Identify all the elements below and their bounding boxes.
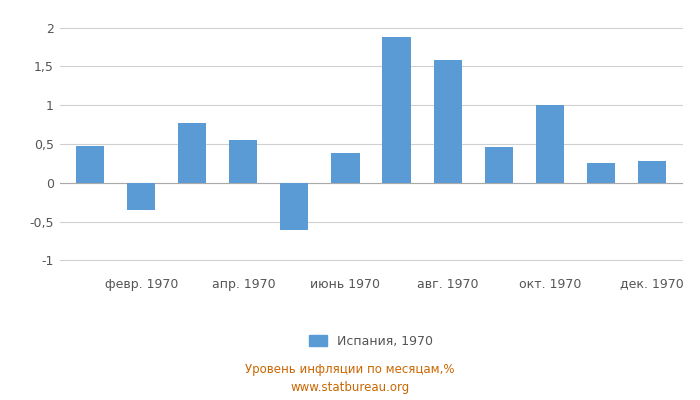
Text: Уровень инфляции по месяцам,%: Уровень инфляции по месяцам,% [245,364,455,376]
Bar [76,146,104,183]
Text: www.statbureau.org: www.statbureau.org [290,382,410,394]
Bar [127,183,155,210]
Bar [484,147,512,183]
Bar [433,60,461,183]
Legend: Испания, 1970: Испания, 1970 [304,330,438,353]
Bar [382,37,411,183]
Bar [331,153,360,183]
Bar [281,183,309,230]
Bar [536,105,564,183]
Bar [230,140,258,183]
Bar [638,161,666,183]
Bar [178,123,206,183]
Bar [587,163,615,183]
